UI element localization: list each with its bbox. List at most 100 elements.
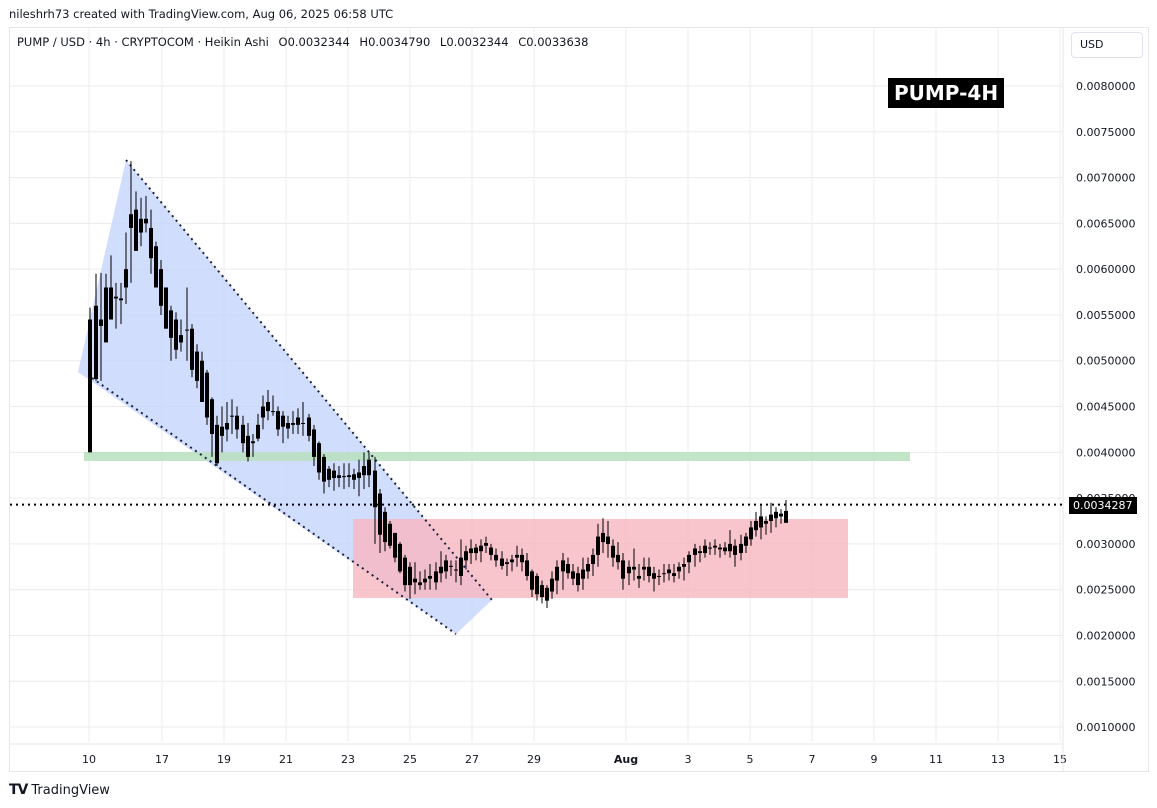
candle-body — [754, 521, 758, 531]
candle-body — [312, 429, 316, 457]
candle-body — [515, 554, 519, 558]
candle-body — [774, 511, 778, 519]
candle-body — [190, 328, 194, 370]
candle-body — [256, 424, 260, 439]
candle-body — [139, 218, 143, 233]
candle-body — [489, 547, 493, 555]
candle-body — [367, 459, 371, 476]
y-axis-tick-label: 0.0065000 — [1076, 217, 1136, 230]
candle-body — [616, 554, 620, 563]
currency-button[interactable]: USD — [1071, 32, 1143, 58]
candle-body — [398, 543, 402, 572]
chart-credit: nileshrh73 created with TradingView.com,… — [9, 7, 394, 21]
candle-body — [403, 557, 407, 586]
candle-body — [596, 536, 600, 555]
candle-body — [185, 329, 189, 331]
symbol-title[interactable]: PUMP / USD · 4h · CRYPTOCOM · Heikin Ash… — [17, 35, 269, 49]
candle-body — [301, 423, 305, 425]
candle-body — [586, 564, 590, 572]
candle-body — [779, 513, 783, 517]
y-axis-tick-label: 0.0030000 — [1076, 538, 1136, 551]
chart-title-badge: PUMP-4H — [888, 78, 1005, 108]
y-axis-tick-label: 0.0075000 — [1076, 126, 1136, 139]
ohlc-close: C0.0033638 — [518, 35, 589, 49]
y-axis-tick-label: 0.0060000 — [1076, 263, 1136, 276]
candle-body — [454, 569, 458, 571]
candle-body — [241, 424, 245, 444]
candle-body — [357, 472, 361, 478]
candle-body — [764, 521, 768, 524]
candle-body — [149, 227, 153, 259]
candle-body — [104, 287, 108, 343]
candle-body — [713, 545, 717, 548]
candle-body — [540, 585, 544, 598]
candle-body — [261, 406, 265, 418]
candle-body — [459, 557, 463, 576]
candle-body — [784, 510, 788, 523]
candle-body — [94, 305, 98, 380]
candle-body — [179, 335, 183, 343]
candle-body — [530, 571, 534, 590]
candle-body — [479, 545, 483, 552]
candle-body — [276, 411, 280, 430]
candle-body — [677, 566, 681, 572]
candle-body — [388, 523, 392, 546]
candle-body — [728, 543, 732, 552]
candle-body — [144, 218, 148, 224]
candle-body — [418, 582, 422, 586]
candle-body — [200, 360, 204, 402]
candle-body — [550, 578, 554, 592]
x-axis-tick-label: 13 — [991, 753, 1005, 766]
candle-body — [601, 532, 605, 543]
candle-body — [246, 435, 250, 457]
ohlc-high: H0.0034790 — [359, 35, 431, 49]
tradingview-logo-icon: TV — [9, 782, 28, 798]
candle-body — [657, 575, 661, 577]
tradingview-logo[interactable]: TV TradingView — [9, 782, 110, 798]
candle-body — [99, 319, 103, 326]
candle-body — [545, 587, 549, 601]
candle-body — [662, 573, 666, 575]
y-axis-tick-label: 0.0020000 — [1076, 629, 1136, 642]
ohlc-low: L0.0032344 — [439, 35, 509, 49]
candle-body — [621, 560, 625, 579]
x-axis-tick-label: 27 — [465, 753, 479, 766]
candle-body — [88, 319, 92, 453]
candle-body — [337, 475, 341, 478]
candle-body — [535, 575, 539, 595]
y-axis-tick-label: 0.0070000 — [1076, 172, 1136, 185]
x-axis-tick-label: 17 — [155, 753, 169, 766]
candle-body — [129, 214, 133, 228]
y-axis-tick-label: 0.0055000 — [1076, 309, 1136, 322]
descending-channel-area — [78, 160, 492, 634]
resistance-band — [84, 452, 910, 461]
tradingview-brand-text: TradingView — [31, 782, 110, 798]
candle-body — [566, 564, 570, 574]
candle-body — [434, 571, 438, 583]
candle-body — [423, 578, 427, 583]
candle-body — [581, 569, 585, 579]
candle-body — [723, 547, 727, 552]
candle-body — [769, 514, 773, 522]
candle-body — [444, 560, 448, 572]
candle-body — [428, 575, 432, 579]
x-axis-tick-label: 7 — [809, 753, 816, 766]
candle-body — [505, 562, 509, 565]
x-axis-tick-label: 23 — [341, 753, 355, 766]
candle-body — [266, 401, 270, 412]
candle-body — [591, 554, 595, 565]
candle-body — [682, 564, 686, 567]
candle-body — [413, 578, 417, 583]
x-axis-tick-label: 29 — [527, 753, 541, 766]
channel-lower-trendline — [91, 377, 457, 635]
x-axis-tick-label: 25 — [403, 753, 417, 766]
candle-body — [693, 548, 697, 555]
candle-body — [744, 536, 748, 546]
candle-body — [114, 296, 118, 299]
candle-body — [698, 551, 702, 554]
candle-body — [195, 351, 199, 381]
candle-body — [672, 573, 676, 576]
candle-body — [342, 476, 346, 478]
candle-body — [347, 475, 351, 478]
